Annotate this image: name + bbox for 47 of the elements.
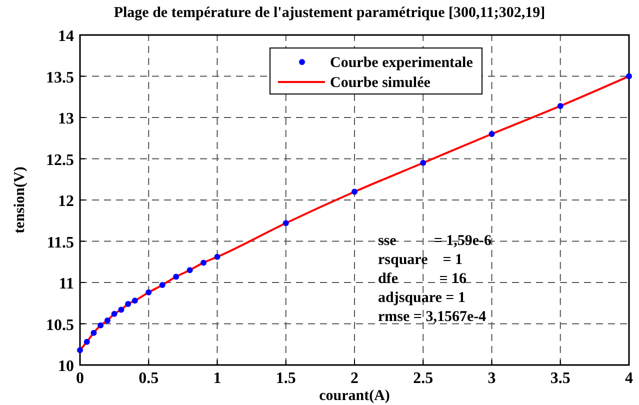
x-tick-label: 3.5 — [550, 370, 570, 387]
point — [186, 267, 193, 274]
x-tick-label: 4 — [625, 370, 633, 387]
x-tick-label: 0 — [76, 370, 84, 387]
y-tick-label: 10.5 — [46, 316, 74, 334]
annotation: rmse = 3,1567e-4 — [378, 309, 487, 325]
y-axis-title: tension(V) — [12, 166, 28, 234]
x-tick-label: 2.5 — [413, 370, 434, 387]
point — [488, 131, 495, 137]
y-tick-label: 13.5 — [46, 69, 74, 86]
point — [90, 330, 97, 336]
point — [132, 298, 138, 304]
legend-label: Courbe experimentale — [330, 55, 474, 71]
point — [84, 338, 90, 345]
point — [214, 254, 220, 260]
y-tick-label: 12 — [58, 193, 74, 210]
x-tick-label: 0.5 — [138, 370, 159, 387]
y-tick-label: 14 — [58, 28, 74, 45]
y-tick-label: 10 — [58, 358, 74, 375]
point — [173, 274, 180, 280]
point — [420, 160, 426, 166]
x-tick-label: 3 — [488, 370, 496, 387]
point — [159, 282, 166, 288]
point — [557, 102, 564, 109]
annotation: rsquare = 1 — [378, 252, 463, 268]
point — [626, 73, 632, 80]
x-tick-label: 2 — [350, 370, 358, 387]
point — [104, 317, 110, 324]
point — [352, 188, 358, 195]
y-tick-label: 13 — [58, 110, 74, 128]
annotation: adjsquare = 1 — [378, 290, 466, 306]
point — [146, 289, 152, 296]
point — [125, 300, 132, 307]
y-tick-label: 12.5 — [46, 152, 74, 169]
point — [118, 306, 124, 313]
y-tick-label: 11 — [58, 276, 74, 292]
y-tick-label: 11.5 — [46, 234, 74, 252]
point — [98, 322, 104, 328]
chart-title: Plage de température de l'ajustement paramétrique [300,11;302,19] — [114, 5, 546, 21]
x-axis-title: courant(A) — [319, 388, 390, 404]
point — [77, 347, 83, 354]
point — [111, 310, 118, 317]
point — [282, 220, 289, 226]
legend-label: Courbe simulée — [330, 75, 431, 91]
point — [200, 260, 207, 266]
x-tick-label: 1.5 — [276, 370, 296, 387]
x-tick-label: 1 — [213, 370, 222, 387]
